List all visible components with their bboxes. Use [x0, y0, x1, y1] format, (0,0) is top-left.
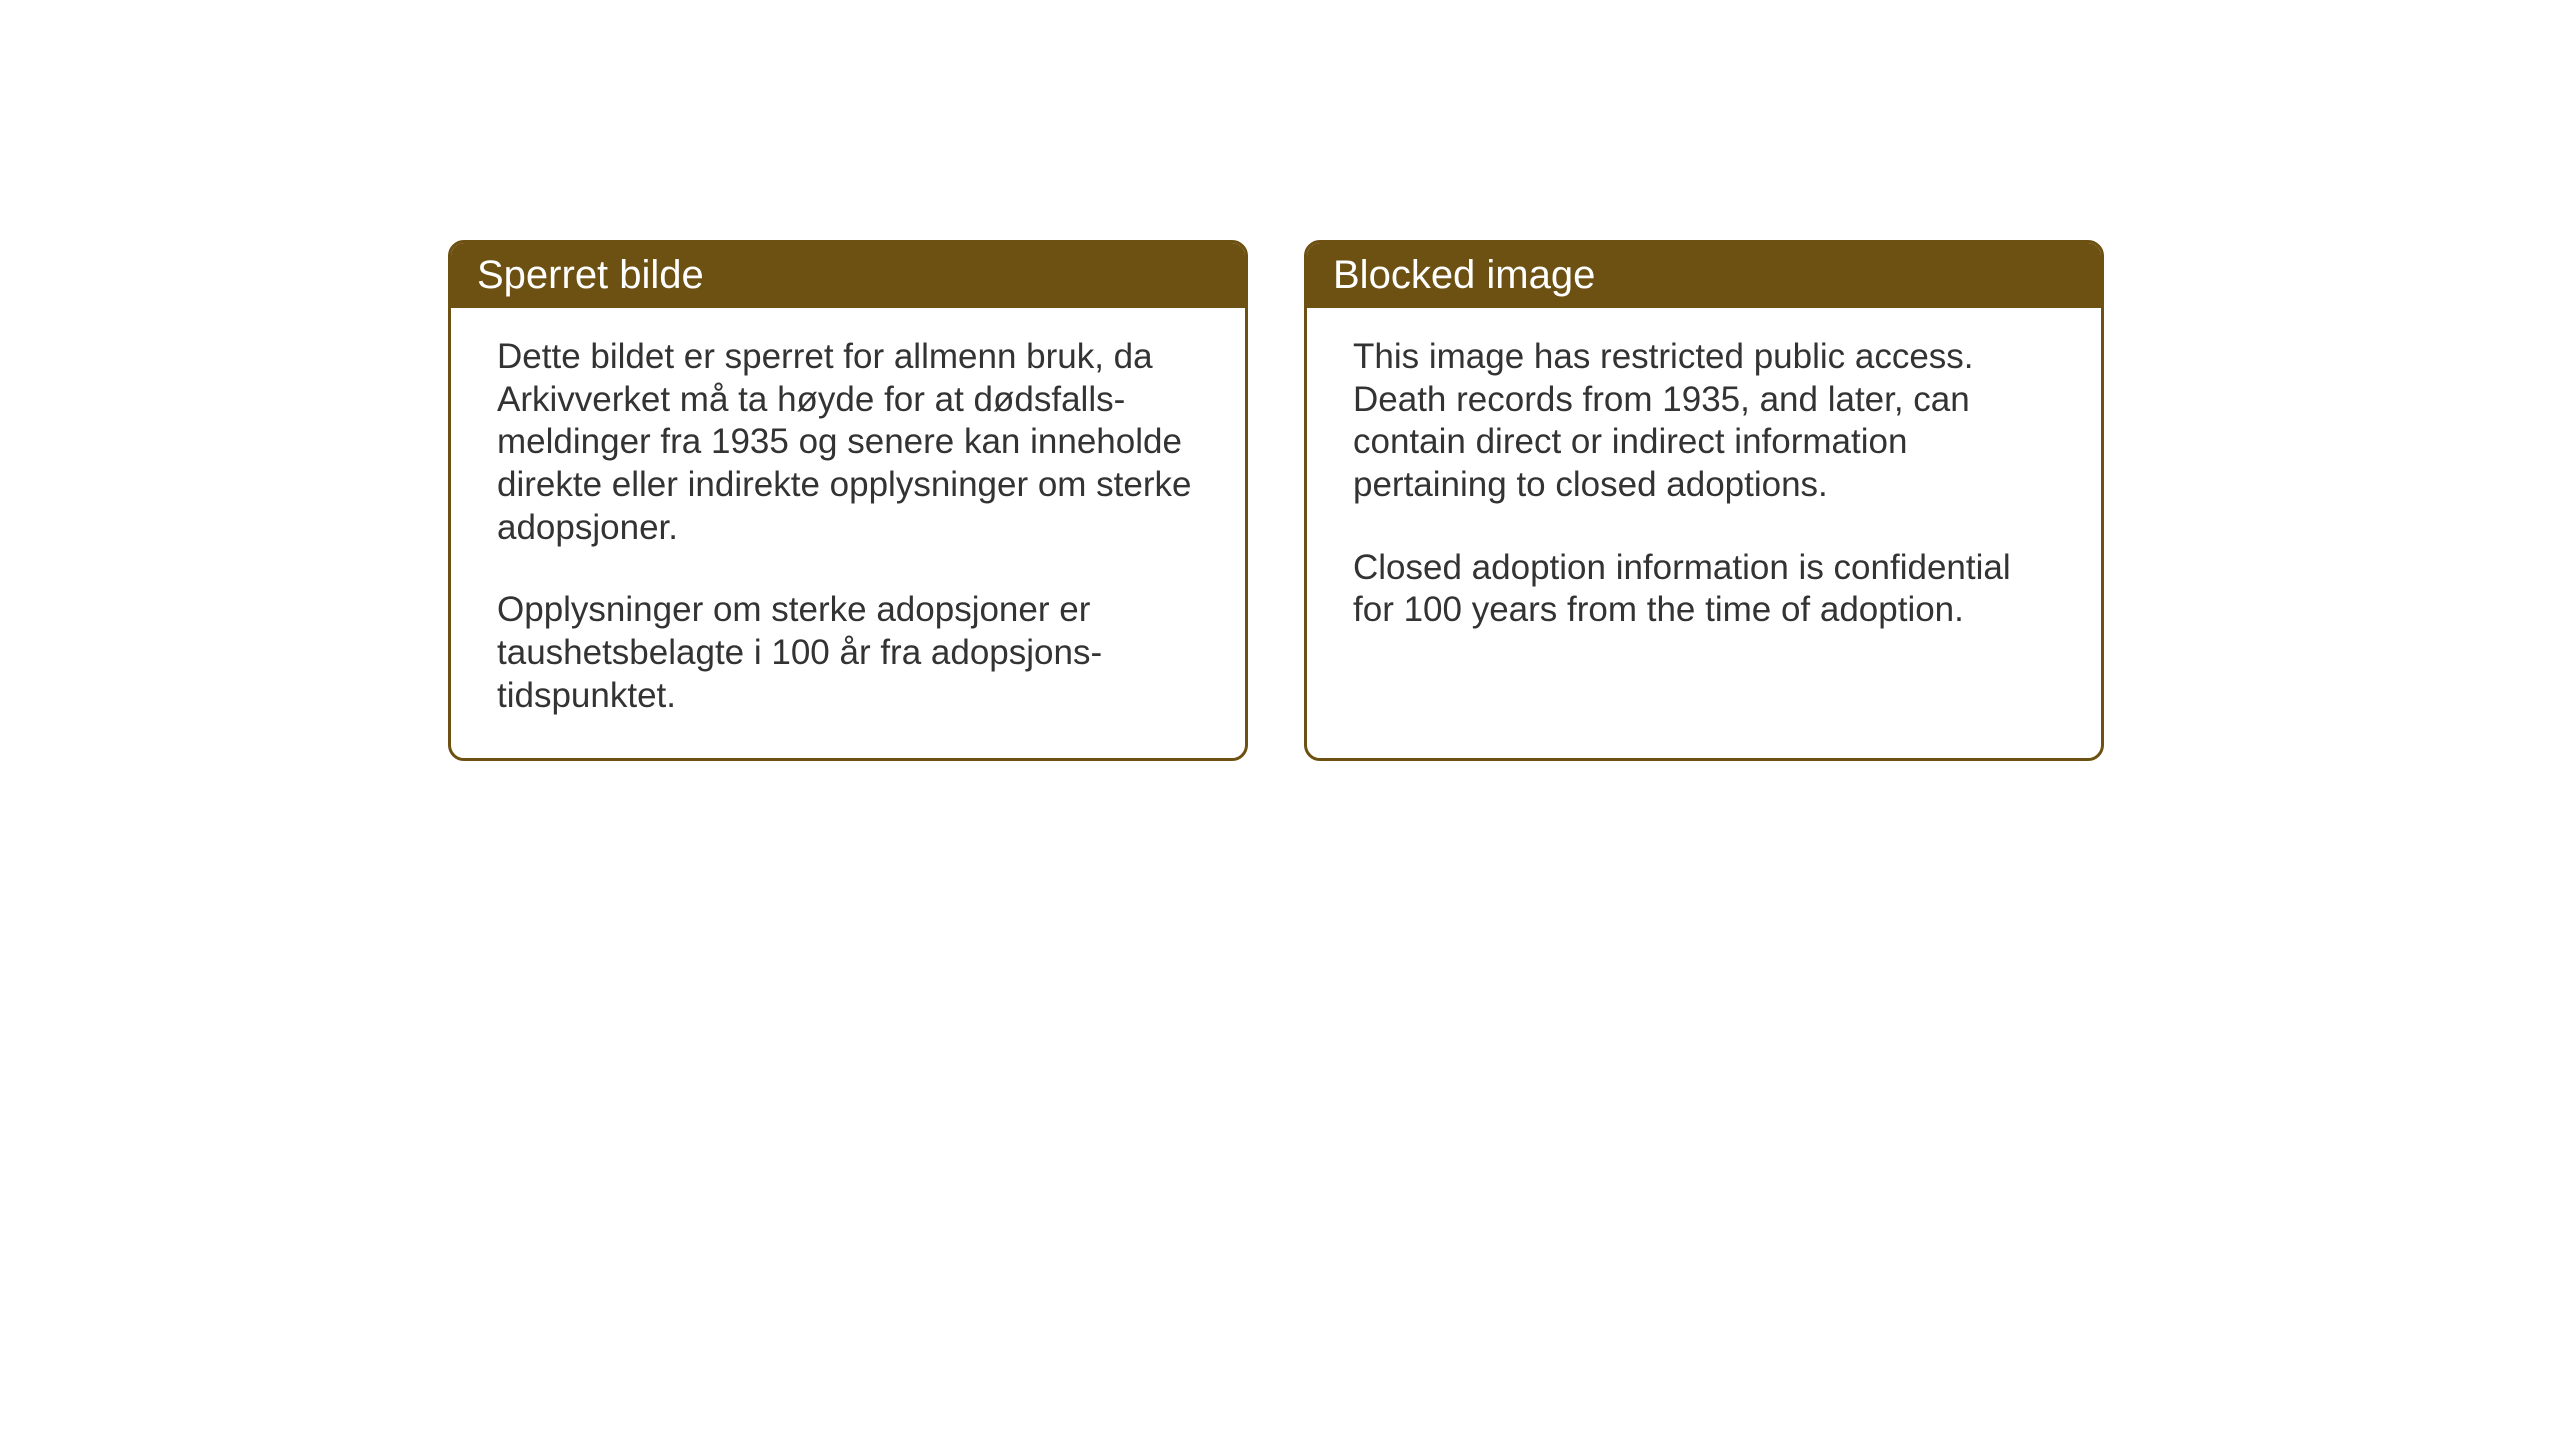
- notice-card-body: This image has restricted public access.…: [1307, 308, 2101, 672]
- notice-card-norwegian: Sperret bilde Dette bildet er sperret fo…: [448, 240, 1248, 761]
- notice-paragraph: This image has restricted public access.…: [1353, 336, 2055, 507]
- notice-paragraph: Closed adoption information is confident…: [1353, 547, 2055, 632]
- notice-card-english: Blocked image This image has restricted …: [1304, 240, 2104, 761]
- notice-card-title: Blocked image: [1333, 253, 1595, 297]
- notice-paragraph: Dette bildet er sperret for allmenn bruk…: [497, 336, 1199, 549]
- notice-card-header: Sperret bilde: [451, 243, 1245, 308]
- notice-card-title: Sperret bilde: [477, 253, 704, 297]
- notice-paragraph: Opplysninger om sterke adopsjoner er tau…: [497, 589, 1199, 717]
- notice-card-header: Blocked image: [1307, 243, 2101, 308]
- notice-card-body: Dette bildet er sperret for allmenn bruk…: [451, 308, 1245, 758]
- notice-card-container: Sperret bilde Dette bildet er sperret fo…: [448, 240, 2560, 761]
